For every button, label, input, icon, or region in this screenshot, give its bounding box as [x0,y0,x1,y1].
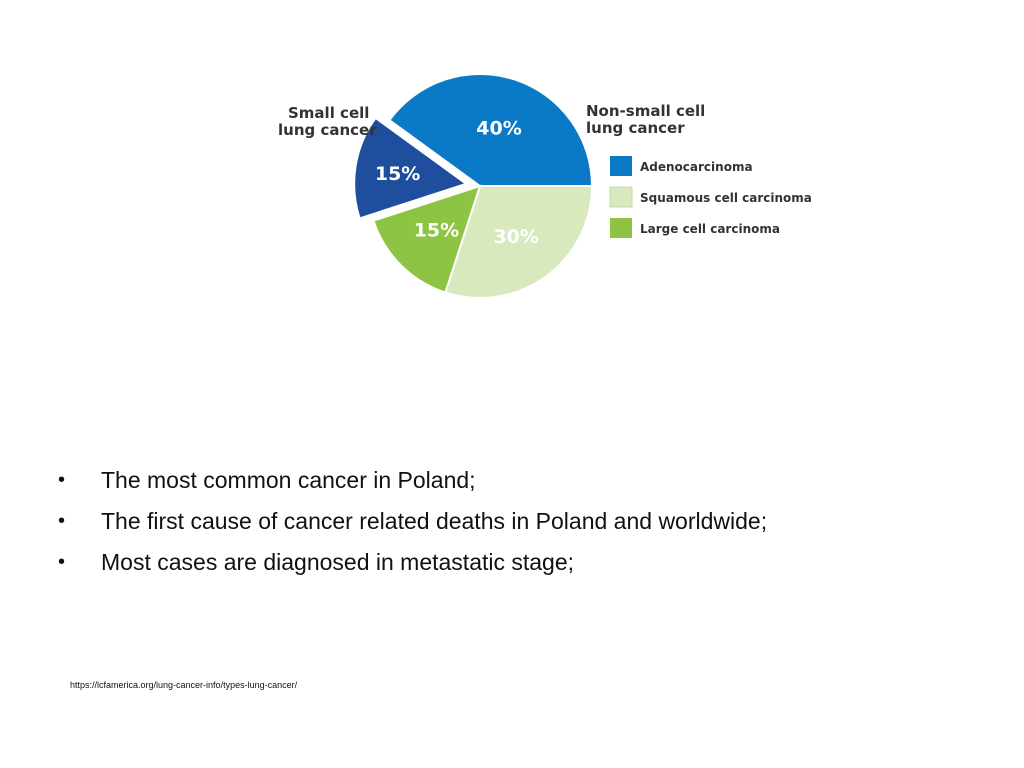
legend-label-squamous: Squamous cell carcinoma [640,191,812,205]
legend-swatch-squamous [609,186,633,208]
pie-slice-adenocarcinoma [387,73,594,187]
bullet-text: The most common cancer in Poland; [101,467,476,493]
legend-swatch-large-cell [610,218,632,238]
pie-slice-value-label: 40% [476,117,521,139]
legend-label-large-cell: Large cell carcinoma [640,222,780,236]
bullet-marker: • [58,551,66,573]
small-cell-group-label-line1: Small cell [288,104,369,122]
non-small-cell-group-label-line1: Non-small cell [586,102,705,120]
small-cell-group-label: Small cell lung cancer [278,104,377,139]
non-small-cell-group-label: Non-small cell lung cancer [586,102,711,137]
bullet-item: • The first cause of cancer related deat… [58,501,767,542]
non-small-cell-group-label-line2: lung cancer [586,119,685,137]
bullet-text: The first cause of cancer related deaths… [101,508,768,534]
bullet-item: • The most common cancer in Poland; [58,460,767,501]
source-url: https://lcfamerica.org/lung-cancer-info/… [70,680,298,690]
lung-cancer-pie-chart: 15% 40% 30% 15% Small cell lung cancer Non-… [278,73,812,299]
pie-slice-labels: 15% 40% 30% 15% [375,117,539,247]
pie-slice-value-label: 15% [414,220,459,242]
pie-slice-large-cell-carcinoma [372,184,482,294]
pie-slice-value-label: 30% [493,226,538,248]
bullet-marker: • [58,469,66,491]
pie-slices [353,73,594,299]
bullet-item: • Most cases are diagnosed in metastatic… [58,542,767,583]
pie-slice-small-cell-lung-cancer [353,116,469,220]
chart-legend: Adenocarcinoma Squamous cell carcinoma L… [609,156,812,238]
bullet-marker: • [58,510,66,532]
bullet-text: Most cases are diagnosed in metastatic s… [101,549,575,575]
legend-label-adenocarcinoma: Adenocarcinoma [640,160,753,174]
small-cell-group-label-line2: lung cancer [278,121,377,139]
legend-swatch-adenocarcinoma [610,156,632,176]
bullet-list: • The most common cancer in Poland; • Th… [58,460,767,583]
pie-slice-squamous-cell-carcinoma [444,185,594,299]
pie-slice-value-label: 15% [375,163,420,185]
